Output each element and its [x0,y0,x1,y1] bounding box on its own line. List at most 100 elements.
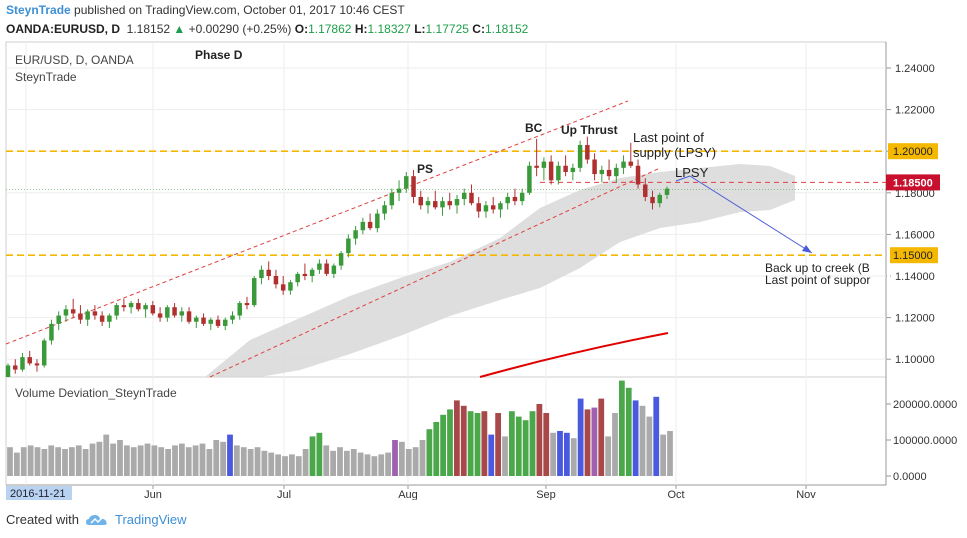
time-axis: 2016-11-21 Jun Jul Aug Sep Oct Nov [6,485,816,500]
date-cursor-label: 2016-11-21 [10,488,65,500]
candle-body [556,165,561,181]
candle-body [382,205,387,214]
candle-body [541,161,547,168]
volume-bar [563,432,570,476]
volume-bar [185,447,192,476]
candle-body [27,357,32,364]
volume-bar [96,441,103,476]
annotation-up-thrust: Up Thrust [561,123,618,137]
time-tick-label: Oct [667,489,684,500]
volume-bar [433,422,440,476]
candle-body [186,311,192,322]
candle-body [309,269,315,276]
last-price: 1.18152 [126,22,171,36]
volume-bar [282,456,288,476]
annotation-lpsy-line1: Last point of [633,130,704,145]
volume-bar [426,429,433,476]
change-arrow-icon: ▲ [173,22,186,36]
candle-body [353,230,358,239]
candle-body [107,315,112,322]
volume-bar [316,432,323,476]
volume-bar [302,449,309,476]
volume-bar [653,396,660,476]
volume-bar [117,440,123,476]
volume-bars [7,380,673,476]
volume-bar [536,404,543,476]
candle-body [251,278,257,306]
volume-bar [467,411,474,476]
volume-bar [89,443,96,476]
volume-bar [364,454,371,476]
candle-body [273,276,279,285]
annotation-back-up-line2: Last point of suppor [765,273,870,287]
candle-body [143,305,148,310]
candle-body [606,169,612,177]
time-tick-label: Sep [536,489,556,500]
candle-body [150,305,156,314]
time-tick-label: Jul [277,489,291,500]
volume-bar [323,445,330,476]
candle-body [469,192,474,204]
footer: Created with TradingView [6,512,187,527]
candle-body [165,307,170,318]
candle-body [215,319,221,326]
price-marker-label: 1.18500 [893,177,933,189]
candle-body [396,188,402,193]
candle-body [367,221,373,229]
volume-bar [570,438,577,476]
volume-bar [392,440,398,476]
volume-bar [357,452,364,476]
volume-bar [48,445,55,476]
candle-body [664,188,670,195]
quote-line: OANDA:EURUSD, D 1.18152 ▲ +0.00290 (+0.2… [6,22,528,36]
moving-average [479,332,669,378]
volume-bar [440,414,447,476]
price-marker-badge [886,174,940,191]
volume-bar [460,405,467,476]
candle-body [85,311,90,320]
volume-bar [192,445,199,476]
candle-body [49,323,54,341]
volume-bar [151,445,158,476]
candle-body [34,363,40,366]
volume-bar [371,456,378,476]
channel-upper [5,100,629,345]
volume-bar [233,445,240,476]
volume-bar [502,436,508,476]
candle-body [157,313,163,318]
candle-body [592,159,597,175]
volume-bar [419,440,426,476]
volume-bar [110,443,117,476]
candle-body [650,196,655,204]
low-label: L: [414,22,426,36]
publisher-name[interactable]: SteynTrade [6,3,71,17]
candle-body [404,176,409,189]
candle-body [302,273,308,276]
level-badge-label: 1.20000 [893,146,933,158]
volume-bar [522,420,529,476]
volume-bar [447,409,453,476]
chart-area[interactable]: 1.24000 1.22000 1.20000 1.18000 1.16000 1.140… [0,0,967,500]
annotation-ps: PS [417,162,433,176]
tradingview-brand[interactable]: TradingView [114,512,187,527]
volume-bar [625,387,632,476]
volume-bar [254,447,261,476]
volume-bar [350,449,357,476]
volume-bar [605,436,612,476]
volume-bar [598,398,605,476]
candle-body [121,305,127,308]
date-cursor-badge [6,486,72,500]
volume-bar [103,434,110,476]
candle-body [114,305,119,316]
volume-bar [227,434,233,476]
candle-body [20,357,25,370]
high-value: 1.18327 [367,22,411,36]
candle-body [490,205,496,210]
close-label: C: [472,22,485,36]
volume-tick-label: 0.0000 [893,471,927,483]
price-tick-label: 1.16000 [895,229,935,241]
candle-body [476,203,481,212]
volume-bar [618,380,625,476]
volume-bar [337,447,343,476]
chart-author-info: SteynTrade [15,70,77,84]
